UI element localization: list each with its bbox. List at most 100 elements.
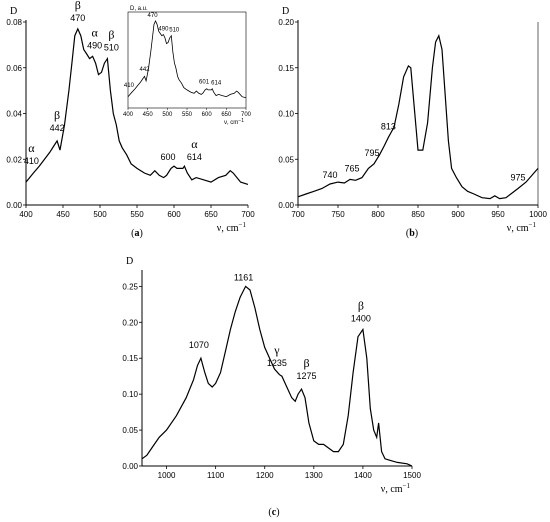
- peak-label: 442: [50, 123, 65, 133]
- y-tick-label: 0.15: [122, 354, 138, 363]
- phase-symbol: α: [28, 141, 35, 155]
- x-tick-label: 550: [130, 210, 144, 219]
- caption-paren: (: [406, 228, 410, 239]
- peak-label: 1275: [297, 371, 317, 381]
- inset-x-tick-label: 500: [162, 112, 173, 118]
- y-tick-label: 0.20: [122, 318, 138, 327]
- caption-letter: c: [272, 507, 277, 518]
- caption-paren: ): [276, 507, 279, 518]
- x-tick-label: 400: [19, 210, 33, 219]
- x-tick-label: 450: [56, 210, 70, 219]
- peak-label: 1161: [234, 272, 253, 282]
- x-tick-label: 600: [167, 210, 181, 219]
- inset-y-label: D, a.u.: [130, 6, 148, 12]
- caption-paren: ): [140, 228, 143, 239]
- inset-peak-label: 410: [124, 83, 135, 89]
- phase-symbol: β: [303, 356, 309, 370]
- y-axis-label: D: [126, 256, 133, 267]
- y-tick-label: 0.02: [6, 155, 22, 164]
- peak-label: 795: [364, 148, 379, 158]
- x-axis-label-exponent: −1: [239, 221, 247, 229]
- y-tick-label: 0.10: [278, 110, 294, 119]
- y-tick-label: 0.20: [278, 18, 294, 27]
- x-axis-label-exponent: −1: [529, 221, 537, 229]
- x-tick-label: 1500: [403, 471, 421, 480]
- peak-label: 765: [344, 163, 359, 173]
- peak-label: 490: [87, 40, 102, 50]
- x-tick-label: 1000: [158, 471, 176, 480]
- inset-x-tick-label: 550: [182, 112, 193, 118]
- spectrum-line: [25, 27, 249, 185]
- caption-paren: (: [131, 228, 135, 239]
- x-tick-label: 1300: [305, 471, 323, 480]
- inset-peak-label: 490: [158, 26, 169, 32]
- x-tick-label: 1400: [354, 471, 372, 480]
- phase-symbol: β: [54, 108, 60, 122]
- caption-paren: ): [415, 228, 418, 239]
- inset-x-tick-label: 650: [221, 112, 232, 118]
- x-tick-label: 850: [411, 210, 425, 219]
- peak-label: 510: [104, 43, 119, 53]
- x-tick-label: 1200: [256, 471, 274, 480]
- inset-spectrum-line: [127, 20, 247, 99]
- phase-symbol: β: [108, 28, 114, 42]
- spectrum-line: [141, 285, 413, 467]
- inset-x-label-exponent: −1: [238, 118, 244, 124]
- y-tick-label: 0.05: [278, 155, 294, 164]
- inset-x-label-text: ν, cm: [224, 120, 238, 126]
- peak-label: 1235: [267, 358, 287, 368]
- peak-label: 470: [70, 13, 85, 23]
- x-axis-label: ν, cm−1: [507, 221, 537, 234]
- peak-label: 1070: [189, 340, 209, 350]
- phase-symbol: β: [358, 298, 364, 312]
- x-axis-label: ν, cm−1: [381, 482, 411, 495]
- peak-label: 975: [510, 173, 525, 183]
- x-axis-label-exponent: −1: [403, 482, 411, 490]
- spectrum-line: [297, 33, 539, 200]
- inset-x-label: ν, cm−1: [224, 118, 244, 126]
- x-axis-label-text: ν, cm: [507, 223, 529, 234]
- y-axis-label: D: [10, 6, 17, 17]
- x-tick-label: 700: [241, 210, 255, 219]
- x-tick-label: 1000: [529, 210, 547, 219]
- inset-x-tick-label: 450: [143, 112, 154, 118]
- x-tick-label: 900: [451, 210, 465, 219]
- inset-peak-label: 510: [169, 28, 180, 34]
- y-tick-label: 0.10: [122, 390, 138, 399]
- phase-symbol: α: [91, 25, 98, 39]
- peak-label: 1400: [351, 313, 371, 323]
- x-axis-label: ν, cm−1: [217, 221, 247, 234]
- x-axis-label-text: ν, cm: [217, 223, 239, 234]
- panel-caption: (a): [131, 228, 143, 239]
- peak-label: 614: [187, 152, 202, 162]
- x-tick-label: 750: [331, 210, 345, 219]
- y-tick-label: 0.00: [278, 201, 294, 210]
- y-axis-label: D: [282, 6, 289, 17]
- y-tick-label: 0.25: [122, 282, 138, 291]
- y-tick-label: 0.05: [122, 426, 138, 435]
- caption-paren: (: [268, 507, 272, 518]
- panel-caption: (b): [406, 228, 418, 239]
- peak-label: 740: [322, 170, 337, 180]
- y-tick-label: 0.04: [6, 110, 22, 119]
- x-axis-label-text: ν, cm: [381, 484, 403, 495]
- inset-peak-label: 601: [199, 80, 210, 86]
- y-tick-label: 0.06: [6, 64, 22, 73]
- x-tick-label: 650: [204, 210, 218, 219]
- panel-caption: (c): [268, 507, 279, 518]
- phase-symbol: γ: [273, 343, 280, 357]
- y-tick-label: 0.08: [6, 18, 22, 27]
- inset-x-tick-label: 700: [241, 112, 252, 118]
- peak-label: 410: [24, 156, 39, 166]
- y-tick-label: 0.00: [6, 201, 22, 210]
- inset-x-tick-label: 600: [202, 112, 213, 118]
- x-tick-label: 1100: [207, 471, 225, 480]
- x-tick-label: 500: [93, 210, 107, 219]
- y-tick-label: 0.15: [278, 64, 294, 73]
- x-tick-label: 950: [491, 210, 505, 219]
- peak-label: 600: [160, 152, 175, 162]
- x-tick-label: 800: [371, 210, 385, 219]
- phase-symbol: α: [191, 137, 198, 151]
